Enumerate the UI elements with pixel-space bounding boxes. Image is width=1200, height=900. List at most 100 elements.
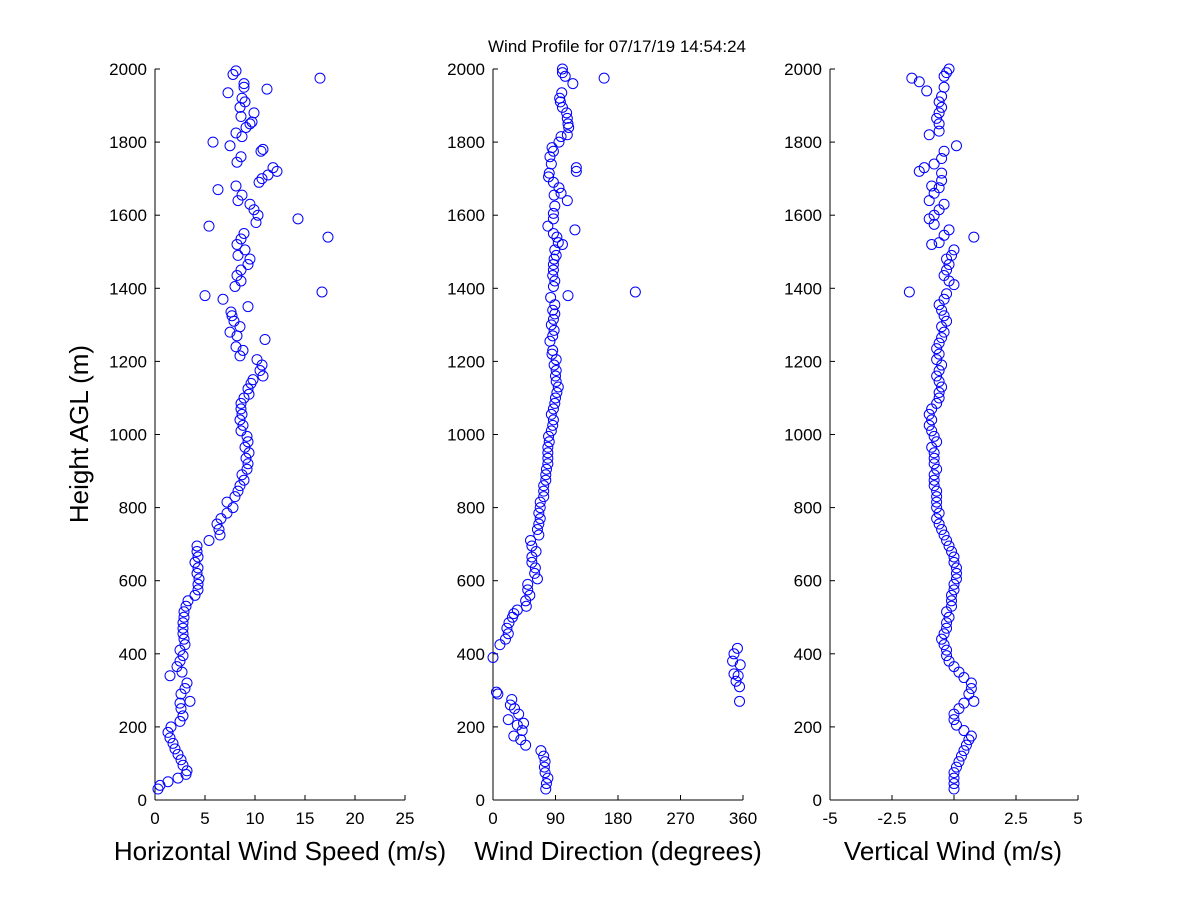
data-point <box>213 524 225 536</box>
data-point <box>555 187 567 199</box>
data-point <box>926 238 938 250</box>
data-point <box>926 180 938 192</box>
data-point <box>545 158 557 170</box>
y-tick-label: 400 <box>457 645 485 664</box>
y-tick-label: 2000 <box>784 60 822 79</box>
y-tick-label: 600 <box>457 572 485 591</box>
data-point <box>734 659 746 671</box>
data-point <box>244 118 256 130</box>
data-point <box>938 145 950 157</box>
y-tick-label: 0 <box>138 791 147 810</box>
data-point <box>251 354 263 366</box>
data-point <box>243 388 255 400</box>
data-point <box>950 573 962 585</box>
x-tick-label: 25 <box>396 809 415 828</box>
data-point <box>175 754 187 766</box>
data-point <box>184 695 196 707</box>
data-point <box>938 81 950 93</box>
data-point <box>257 370 269 382</box>
data-point <box>179 639 191 651</box>
data-point <box>941 264 953 276</box>
x-tick-label: 5 <box>200 809 209 828</box>
data-point <box>548 324 560 336</box>
data-point <box>933 237 945 249</box>
data-point <box>556 67 568 79</box>
data-point <box>178 633 190 645</box>
data-point <box>948 783 960 795</box>
y-tick-label: 2000 <box>447 60 485 79</box>
y-tick-label: 1200 <box>109 352 147 371</box>
data-point <box>513 708 525 720</box>
data-point <box>933 386 945 398</box>
data-point <box>547 330 559 342</box>
data-point <box>948 714 960 726</box>
data-point <box>246 116 258 128</box>
data-point <box>933 518 945 530</box>
data-point <box>545 425 557 437</box>
data-point <box>941 622 953 634</box>
panel-wind-direction: 0 90 180 270 360 0 200 400 600 800 1000 1200 1400 16… <box>447 60 762 866</box>
data-point <box>547 264 559 276</box>
data-point <box>948 244 960 256</box>
x-axis-label-vertical-wind: Vertical Wind (m/s) <box>844 836 1062 866</box>
y-tick-label: 800 <box>457 499 485 518</box>
data-point <box>235 403 247 415</box>
data-point <box>222 87 234 99</box>
data-point <box>239 244 251 256</box>
y-tick-label: 0 <box>476 791 485 810</box>
data-point <box>515 734 527 746</box>
data-point <box>906 72 918 84</box>
chart-title: Wind Profile for 07/17/19 14:54:24 <box>488 37 746 56</box>
data-point <box>549 397 561 409</box>
data-point <box>542 452 554 464</box>
data-point <box>502 628 514 640</box>
data-point <box>931 397 943 409</box>
data-point <box>221 507 233 519</box>
data-point <box>550 376 562 388</box>
data-point <box>538 485 550 497</box>
data-point <box>567 78 579 90</box>
data-point <box>933 337 945 349</box>
y-tick-label: 1000 <box>447 426 485 445</box>
data-point <box>239 441 251 453</box>
data-point <box>179 683 191 695</box>
data-point <box>230 180 242 192</box>
data-point <box>236 92 248 104</box>
x-tick-label: 0 <box>150 809 159 828</box>
x-tick-label: -2.5 <box>877 809 906 828</box>
data-point <box>174 655 186 667</box>
data-point <box>504 699 516 711</box>
data-point <box>561 129 573 141</box>
data-point <box>913 76 925 88</box>
data-point <box>731 642 743 654</box>
data-point <box>968 231 980 243</box>
data-point <box>544 335 556 347</box>
data-point <box>538 750 550 762</box>
data-point <box>242 383 254 395</box>
data-point <box>931 112 943 124</box>
data-point <box>538 761 550 773</box>
data-point <box>162 726 174 738</box>
y-tick-label: 1600 <box>784 206 822 225</box>
axes-vertical-wind <box>829 69 1078 801</box>
data-point <box>533 518 545 530</box>
data-point <box>230 341 242 353</box>
data-point <box>231 238 243 250</box>
data-point <box>171 661 183 673</box>
data-point <box>546 142 558 154</box>
data-point <box>250 217 262 229</box>
data-point <box>547 213 559 225</box>
data-point <box>235 397 247 409</box>
data-point <box>928 458 940 470</box>
data-point <box>551 386 563 398</box>
data-point <box>177 759 189 771</box>
data-point <box>192 584 204 596</box>
data-point <box>240 121 252 133</box>
data-point <box>518 717 530 729</box>
data-point <box>946 545 958 557</box>
data-point <box>545 408 557 420</box>
y-tick-label: 800 <box>119 499 147 518</box>
data-point <box>508 608 520 620</box>
data-point <box>923 195 935 207</box>
data-point <box>235 233 247 245</box>
